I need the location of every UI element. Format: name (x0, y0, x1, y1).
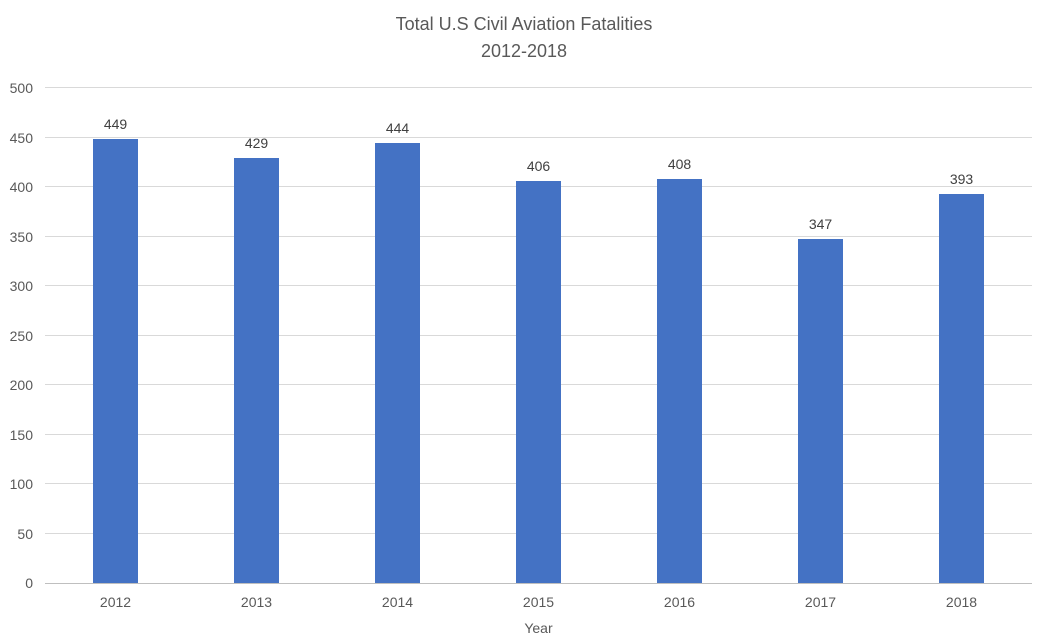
x-tick-label: 2015 (522, 594, 555, 610)
x-tick-label: 2016 (663, 594, 696, 610)
gridline (45, 136, 1032, 138)
y-tick-label: 300 (9, 278, 33, 294)
y-tick-label: 250 (9, 327, 33, 344)
bar-2016 (657, 179, 702, 583)
bar-2015 (516, 181, 561, 583)
bar-value-label: 406 (526, 158, 551, 175)
x-tick-label: 2018 (945, 594, 978, 610)
y-tick-label: 50 (17, 525, 33, 542)
y-tick-label: 400 (9, 179, 33, 195)
bar-value-label: 444 (385, 120, 410, 137)
bar-2018 (939, 193, 984, 583)
y-tick-label: 450 (9, 129, 33, 146)
y-tick-label: 0 (25, 575, 33, 591)
y-tick-label: 200 (9, 377, 33, 393)
bar-2014 (375, 143, 420, 583)
bar-value-label: 347 (808, 216, 833, 233)
x-tick-label: 2017 (804, 594, 837, 610)
chart-title: Total U.S Civil Aviation Fatalities 2012… (0, 11, 1048, 65)
x-axis-line (45, 583, 1032, 584)
x-tick-label: 2012 (99, 594, 132, 610)
bar-value-label: 449 (103, 115, 128, 132)
x-tick-label: 2014 (381, 594, 414, 610)
bar-value-label: 408 (667, 156, 692, 173)
bar-2017 (798, 239, 843, 583)
y-tick-label: 350 (9, 228, 33, 245)
chart-title-line1: Total U.S Civil Aviation Fatalities (395, 14, 653, 34)
y-axis: 0 50 100 150 200 250 300 350 400 450 500 (0, 80, 33, 591)
bar-2013 (234, 158, 279, 583)
y-tick-label: 100 (9, 476, 33, 492)
chart-title-line2: 2012-2018 (480, 41, 568, 61)
y-tick-label: 150 (9, 426, 33, 443)
x-tick-label: 2013 (240, 594, 273, 610)
x-axis-title: Year (524, 620, 553, 636)
y-tick-label: 500 (9, 80, 33, 96)
plot-area: 449 429 444 406 408 347 393 (45, 87, 1032, 584)
gridline (45, 87, 1032, 88)
bar-value-label: 429 (244, 135, 269, 152)
bar-value-label: 393 (949, 170, 974, 187)
x-axis: 2012 2013 2014 2015 2016 2017 2018 (45, 594, 1032, 612)
bar-2012 (93, 138, 138, 583)
